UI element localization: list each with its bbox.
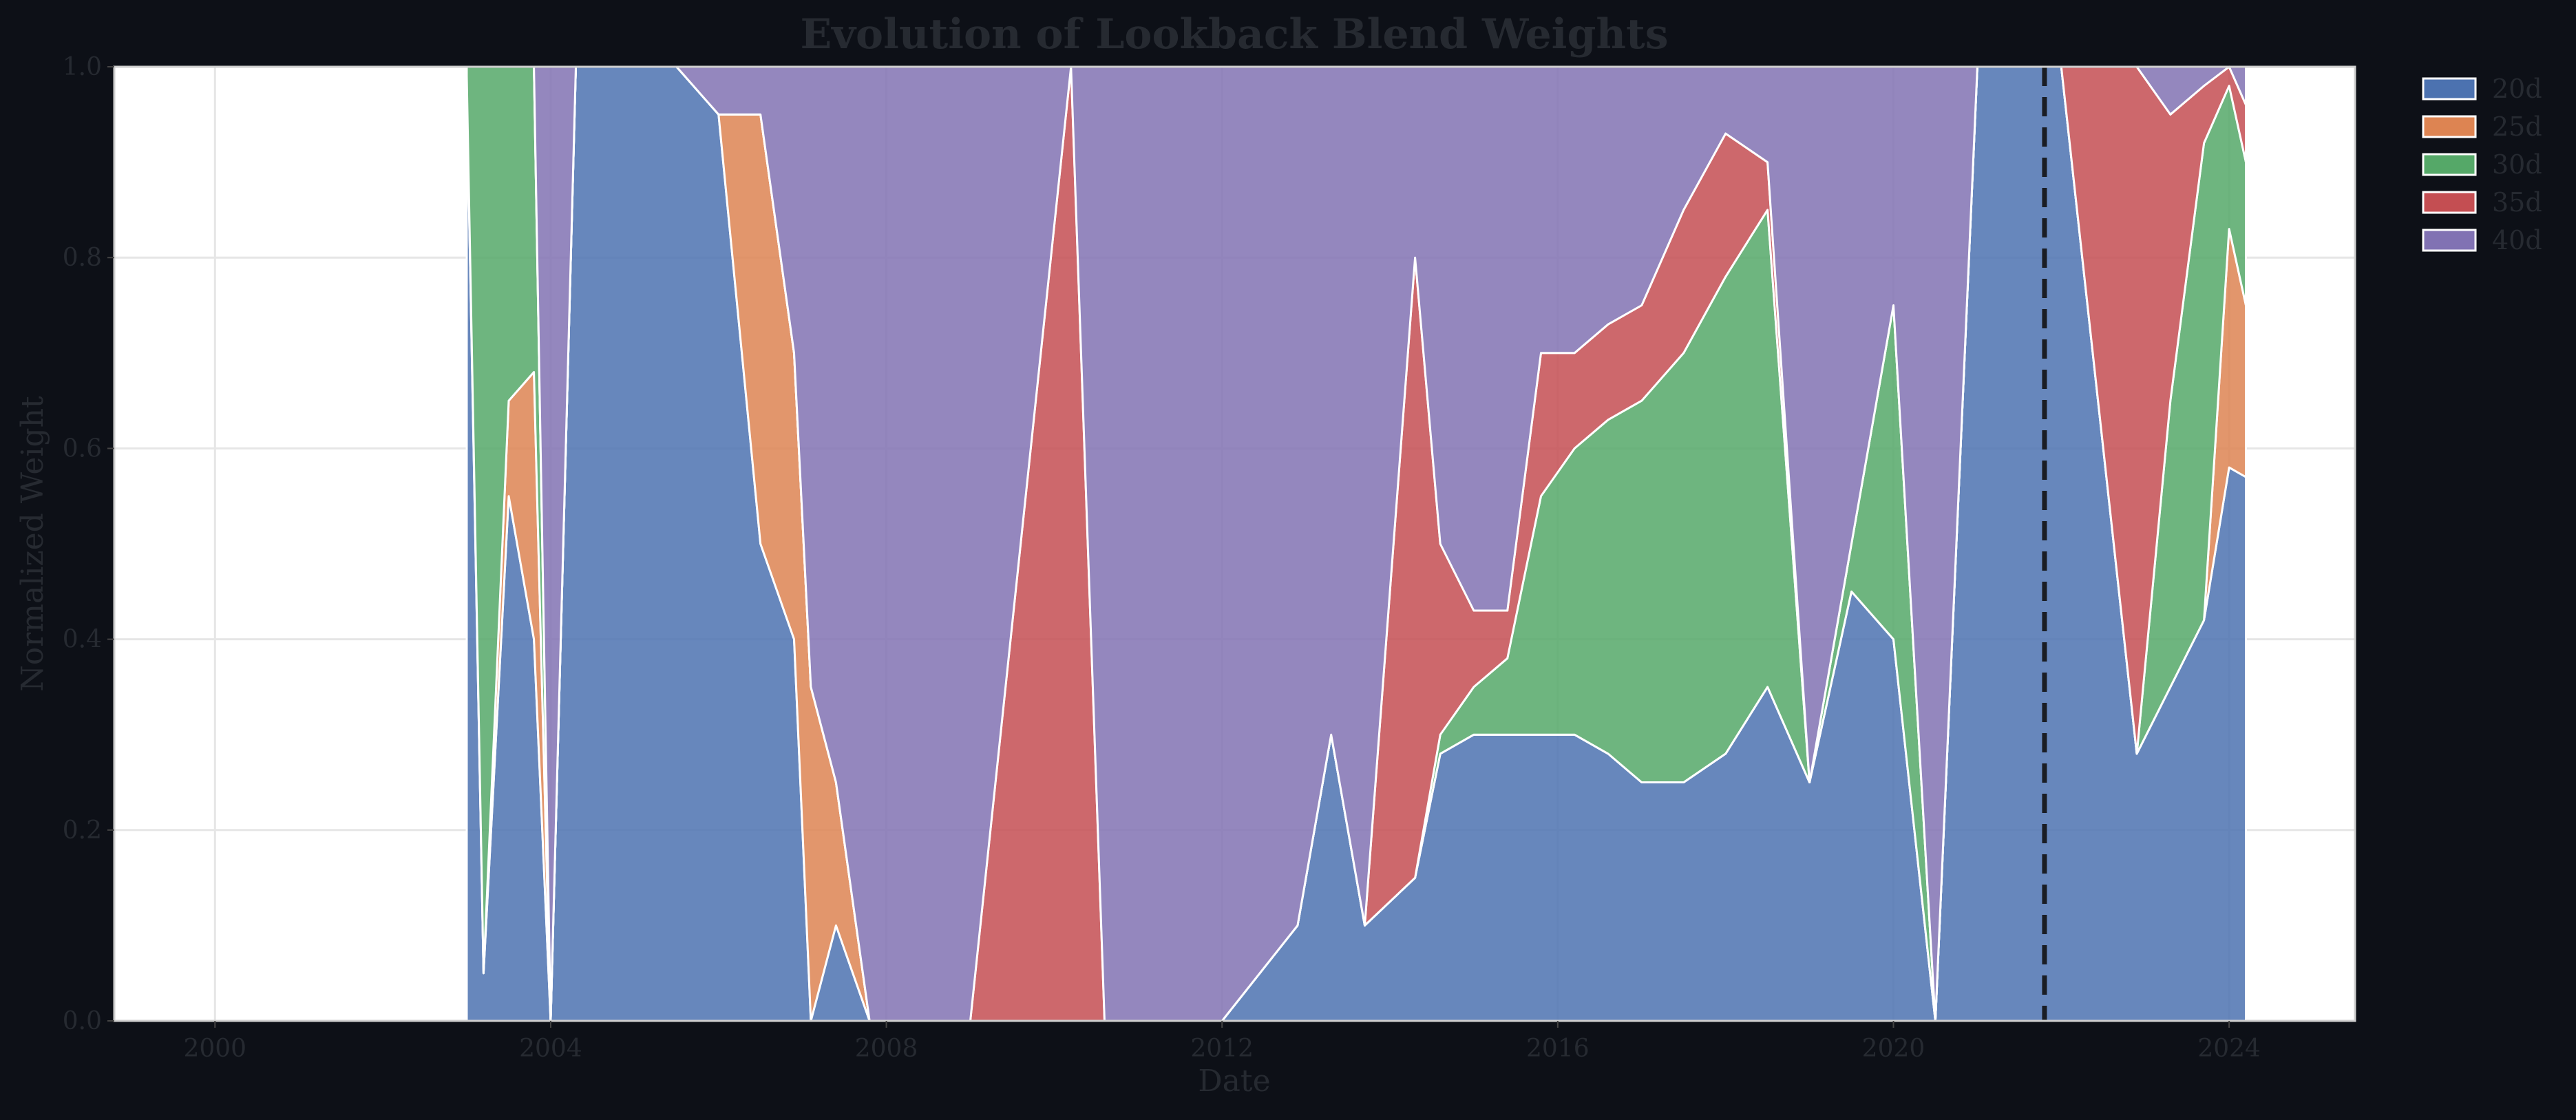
y-tick-label-0: 0.0 — [63, 1007, 102, 1035]
legend-swatch-20d — [2422, 77, 2477, 101]
legend-label-40d: 40d — [2492, 225, 2542, 255]
chart-title: Evolution of Lookback Blend Weights — [800, 10, 1668, 59]
legend-label-20d: 20d — [2492, 74, 2542, 104]
legend-label-30d: 30d — [2492, 149, 2542, 180]
y-tick-label-4: 0.8 — [63, 244, 102, 272]
x-tick-label-5: 2020 — [1862, 1035, 1925, 1063]
legend-swatch-35d — [2422, 191, 2477, 214]
x-tick-label-1: 2004 — [519, 1035, 582, 1063]
x-axis-ticks: 2000 2004 2008 2012 2016 2020 2024 — [183, 1021, 2261, 1063]
y-tick-label-1: 0.2 — [63, 816, 102, 845]
y-tick-label-3: 0.6 — [63, 434, 102, 463]
x-axis-label: Date — [1198, 1064, 1270, 1099]
x-tick-label-2: 2008 — [855, 1035, 918, 1063]
y-axis-label: Normalized Weight — [15, 396, 50, 692]
legend-label-35d: 35d — [2492, 187, 2542, 218]
plot-frame — [113, 65, 2356, 1022]
y-tick-label-5: 1.0 — [63, 53, 102, 81]
stacked-areas — [465, 65, 2247, 1022]
x-tick-label-6: 2024 — [2197, 1035, 2261, 1063]
y-tick-label-2: 0.4 — [63, 626, 102, 654]
x-tick-label-3: 2012 — [1190, 1035, 1254, 1063]
x-tick-label-4: 2016 — [1526, 1035, 1590, 1063]
legend-label-25d: 25d — [2492, 112, 2542, 142]
y-axis-ticks: 0.0 0.2 0.4 0.6 0.8 1.0 — [63, 53, 114, 1035]
x-tick-label-0: 2000 — [183, 1035, 246, 1063]
legend-swatch-40d — [2422, 229, 2477, 252]
legend: 20d 25d 30d 35d 40d — [2422, 74, 2542, 255]
legend-swatch-30d — [2422, 153, 2477, 176]
legend-swatch-25d — [2422, 115, 2477, 138]
